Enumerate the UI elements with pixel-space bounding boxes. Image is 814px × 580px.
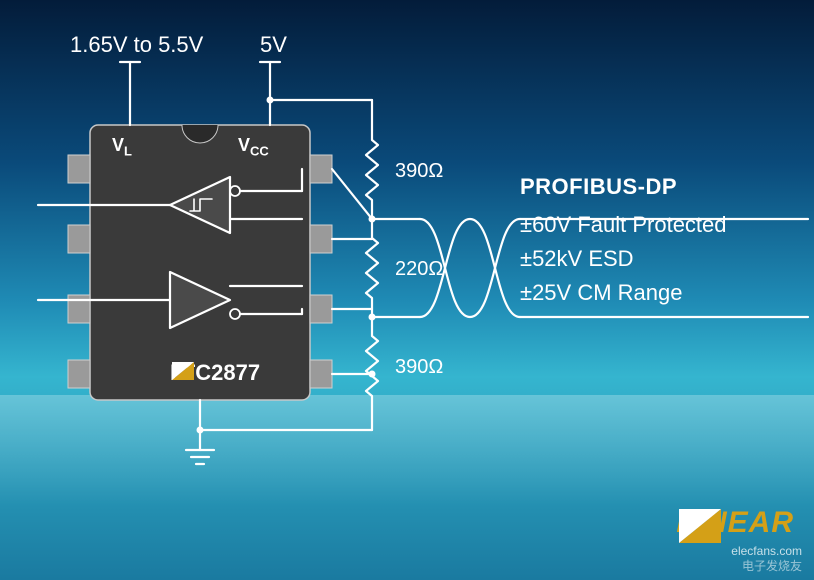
specs-title: PROFIBUS-DP <box>520 170 727 204</box>
specs-block: PROFIBUS-DP ±60V Fault Protected ±52kV E… <box>520 170 727 310</box>
r2-label: 220Ω <box>395 258 443 281</box>
spec-line: ±60V Fault Protected <box>520 208 727 242</box>
part-number: LTC2877 <box>170 360 260 386</box>
lt-logo-icon <box>170 360 196 382</box>
vcc-value-label: 5V <box>260 32 287 58</box>
watermark-brand: 电子发烧友 <box>742 557 802 574</box>
chip-pin <box>310 360 332 388</box>
vcc-pin-label: VCC <box>238 135 269 159</box>
watermark-link: elecfans.com <box>731 544 802 558</box>
r1-label: 390Ω <box>395 160 443 183</box>
chip-pin <box>68 225 90 253</box>
chip-pin <box>68 155 90 183</box>
lt-logo-icon <box>676 506 724 546</box>
chip-body <box>90 125 310 400</box>
vl-pin-label: VL <box>112 135 132 159</box>
linear-logo: LINEAR <box>676 506 794 540</box>
chip-pin <box>310 155 332 183</box>
chip-pin <box>310 225 332 253</box>
r3-label: 390Ω <box>395 356 443 379</box>
vl-range-label: 1.65V to 5.5V <box>70 32 203 58</box>
chip-pin <box>68 360 90 388</box>
chip-pin <box>310 295 332 323</box>
spec-line: ±25V CM Range <box>520 276 727 310</box>
spec-line: ±52kV ESD <box>520 242 727 276</box>
